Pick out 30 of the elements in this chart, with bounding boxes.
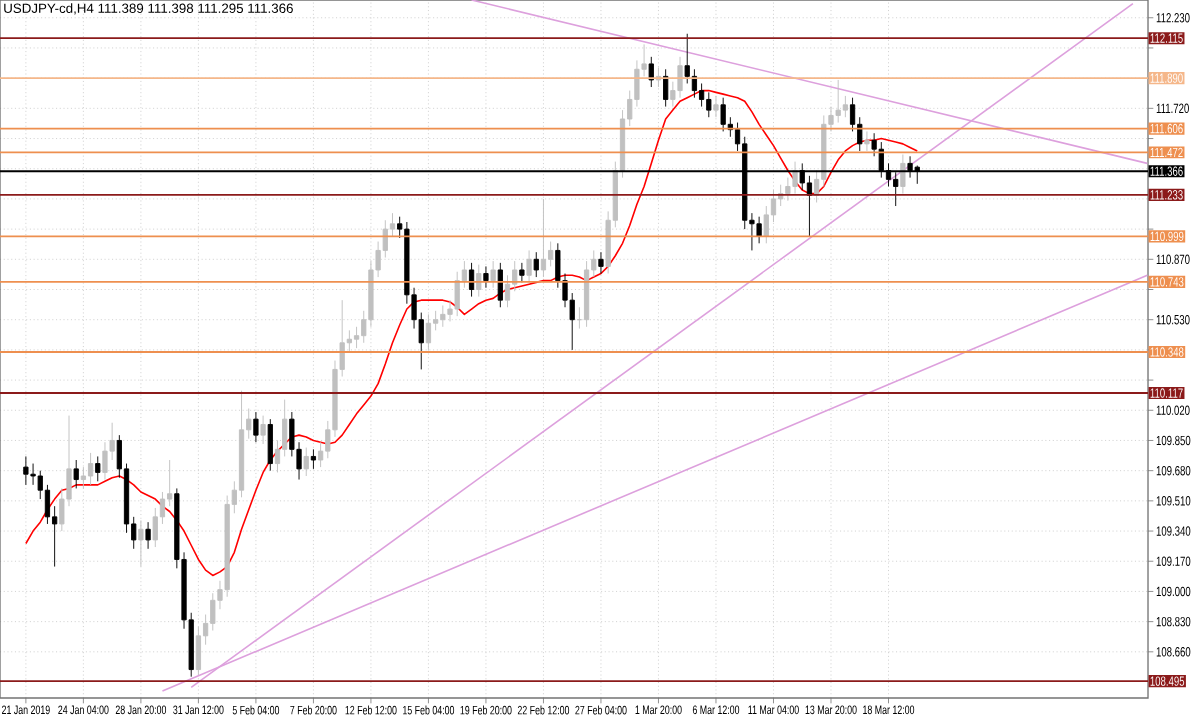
candlestick xyxy=(23,455,29,486)
candlestick xyxy=(835,79,841,124)
candlestick xyxy=(30,463,36,486)
candlestick xyxy=(260,415,266,445)
candlestick xyxy=(267,418,273,472)
candlestick xyxy=(490,260,496,289)
candlestick xyxy=(864,130,870,152)
candlestick xyxy=(102,441,108,481)
candlestick xyxy=(210,592,216,631)
candlestick xyxy=(900,154,906,195)
candlestick xyxy=(713,95,719,118)
candlestick xyxy=(73,459,79,489)
candlestick xyxy=(353,326,360,349)
candlestick xyxy=(598,251,604,274)
candlestick xyxy=(483,265,489,289)
candlestick xyxy=(95,455,101,482)
candlestick xyxy=(224,495,230,598)
candlestick xyxy=(145,521,151,550)
candlestick xyxy=(80,466,87,489)
candlestick xyxy=(87,452,94,486)
candlestick xyxy=(698,83,705,108)
candlestick xyxy=(785,177,791,202)
candlestick xyxy=(253,411,259,443)
candlestick xyxy=(138,519,144,568)
candlestick xyxy=(440,305,446,328)
candlestick xyxy=(756,216,762,244)
candlestick xyxy=(526,249,532,283)
candlestick xyxy=(310,448,317,470)
candlestick xyxy=(519,262,525,283)
candlestick xyxy=(677,56,683,99)
